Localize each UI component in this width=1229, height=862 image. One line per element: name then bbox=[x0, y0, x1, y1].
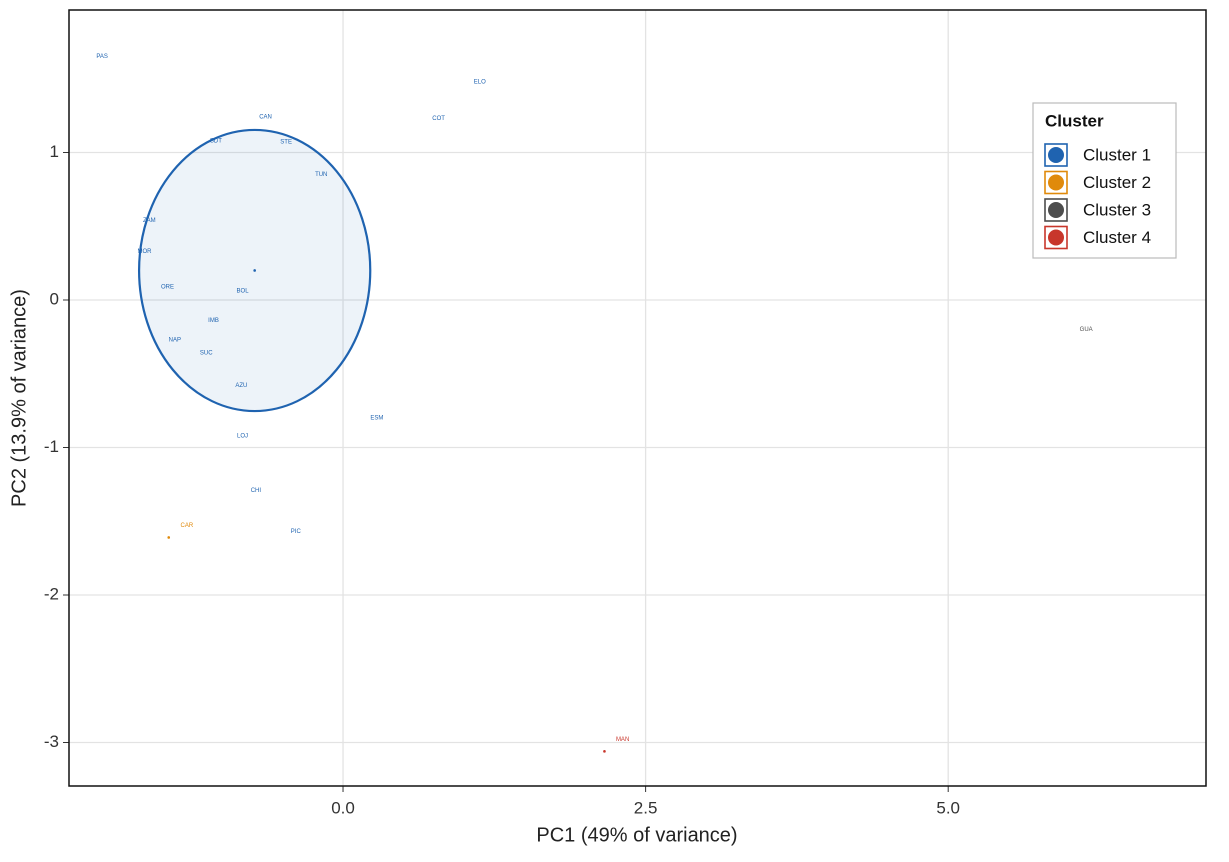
point-label: IMB bbox=[208, 318, 219, 324]
point-label: ORE bbox=[161, 284, 174, 290]
plot-border bbox=[68, 9, 1207, 787]
y-tick-label: -1 bbox=[44, 437, 59, 456]
y-tick-label: 1 bbox=[50, 142, 59, 161]
point-label: CHI bbox=[251, 488, 262, 494]
legend-marker bbox=[1048, 174, 1064, 191]
point-label: PAS bbox=[96, 54, 108, 60]
y-tick-label: 0 bbox=[50, 289, 59, 308]
point-label: COT bbox=[432, 116, 445, 122]
point-label: ESM bbox=[370, 416, 383, 422]
point-label: BOL bbox=[237, 289, 250, 295]
point-label: CAN bbox=[259, 115, 272, 121]
point-label: PIC bbox=[291, 529, 302, 535]
legend-label: Cluster 4 bbox=[1083, 228, 1151, 247]
legend-title: Cluster bbox=[1045, 111, 1104, 130]
point-label: NAP bbox=[169, 337, 181, 343]
legend-label: Cluster 2 bbox=[1083, 173, 1151, 192]
legend-marker bbox=[1048, 202, 1064, 218]
centroid bbox=[253, 269, 256, 272]
y-tick-label: -2 bbox=[44, 584, 59, 603]
x-tick-label: 5.0 bbox=[936, 798, 960, 817]
point-label: GUA bbox=[1080, 327, 1093, 333]
point-label: TUN bbox=[315, 172, 327, 178]
legend-marker bbox=[1048, 147, 1064, 163]
point-label: STE bbox=[280, 140, 292, 146]
point-label: SUC bbox=[200, 351, 213, 357]
point-label: ELO bbox=[474, 79, 486, 85]
legend-marker bbox=[1048, 229, 1064, 246]
point-label: LOJ bbox=[237, 433, 248, 439]
centroid bbox=[603, 750, 606, 753]
y-tick-label: -3 bbox=[44, 732, 59, 751]
point-label: MAN bbox=[616, 737, 629, 743]
y-axis-title: PC2 (13.9% of variance) bbox=[8, 289, 30, 507]
x-axis-title: PC1 (49% of variance) bbox=[536, 824, 737, 846]
legend-label: Cluster 1 bbox=[1083, 145, 1151, 164]
point-label: ZAM bbox=[143, 218, 156, 224]
point-label: MOR bbox=[138, 249, 153, 255]
legend-label: Cluster 3 bbox=[1083, 200, 1151, 219]
point-label: SDT bbox=[210, 138, 222, 144]
x-tick-label: 2.5 bbox=[634, 798, 658, 817]
point-label: AZU bbox=[235, 383, 247, 389]
point-label: CAR bbox=[181, 523, 194, 529]
x-tick-label: 0.0 bbox=[331, 798, 355, 817]
centroid bbox=[167, 536, 171, 539]
